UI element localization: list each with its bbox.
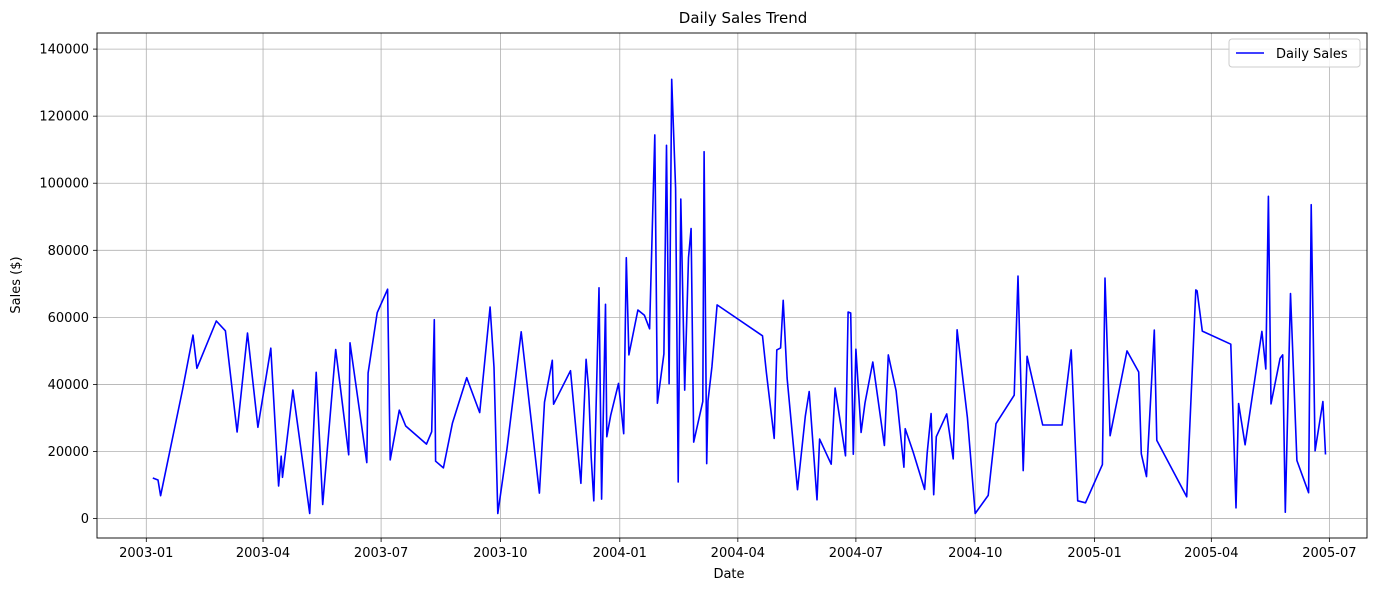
legend-label-daily-sales: Daily Sales <box>1276 47 1348 62</box>
chart-title: Daily Sales Trend <box>679 9 807 27</box>
x-axis-label: Date <box>713 567 744 582</box>
x-axis-ticks: 2003-01 2003-04 2003-07 2003-10 2004-01 2004-… <box>119 538 1357 561</box>
x-tick-label: 2003-07 <box>354 546 408 561</box>
x-tick-label: 2005-07 <box>1302 546 1356 561</box>
y-axis-ticks: 0 20000 40000 60000 80000 100000 120000 140000 <box>39 43 97 527</box>
y-axis-label: Sales ($) <box>9 256 24 313</box>
y-tick-label: 120000 <box>39 110 89 125</box>
x-tick-label: 2004-04 <box>711 546 765 561</box>
y-tick-label: 80000 <box>48 244 89 259</box>
y-tick-label: 100000 <box>39 177 89 192</box>
gridlines <box>97 33 1367 538</box>
legend-box <box>1228 38 1361 68</box>
x-tick-label: 2003-10 <box>473 546 527 561</box>
y-tick-label: 0 <box>81 512 89 527</box>
y-tick-label: 20000 <box>48 445 89 460</box>
series-line-daily-sales <box>152 78 1327 515</box>
x-tick-label: 2005-01 <box>1067 546 1121 561</box>
x-tick-label: 2004-01 <box>593 546 647 561</box>
x-tick-label: 2003-04 <box>236 546 290 561</box>
y-tick-label: 40000 <box>48 378 89 393</box>
y-tick-label: 60000 <box>48 311 89 326</box>
x-tick-label: 2004-10 <box>948 546 1002 561</box>
x-tick-label: 2005-04 <box>1184 546 1238 561</box>
y-tick-label: 140000 <box>39 43 89 58</box>
x-tick-label: 2004-07 <box>829 546 883 561</box>
x-tick-label: 2003-01 <box>119 546 173 561</box>
legend: Daily Sales <box>1228 38 1361 68</box>
plot-frame <box>96 32 1368 539</box>
